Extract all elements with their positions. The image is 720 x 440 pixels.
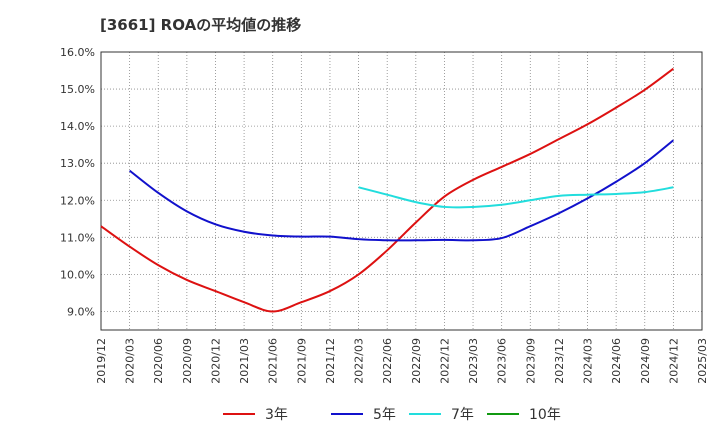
series-layer: [100, 67, 675, 313]
legend-label: 5年: [373, 407, 396, 423]
x-tick-label: 2022/06: [381, 338, 394, 384]
x-tick-label: 2020/03: [124, 338, 137, 384]
x-tick-label: 2021/12: [324, 338, 337, 384]
x-tick-label: 2024/03: [582, 338, 595, 384]
legend: 3年 5年 7年 10年: [223, 407, 561, 423]
y-tick-label: 13.0%: [60, 157, 95, 170]
legend-label: 10年: [529, 407, 561, 423]
legend-label: 3年: [265, 407, 288, 423]
x-tick-label: 2024/09: [639, 338, 652, 384]
x-tick-label: 2023/06: [496, 338, 509, 384]
x-tick-label: 2021/09: [295, 338, 308, 384]
legend-label: 7年: [451, 407, 474, 423]
x-tick-label: 2023/03: [467, 338, 480, 384]
x-tick-label: 2022/03: [353, 338, 366, 384]
y-tick-label: 12.0%: [60, 194, 95, 207]
y-tick-label: 10.0%: [60, 268, 95, 281]
x-tick-label: 2019/12: [95, 338, 108, 384]
x-tick-label: 2024/06: [610, 338, 623, 384]
series-line-5年: [129, 139, 675, 242]
y-tick-label: 14.0%: [60, 120, 95, 133]
x-tick-label: 2022/12: [438, 338, 451, 384]
y-axis-ticks: 9.0% 10.0% 11.0% 12.0% 13.0% 14.0% 15.0% 16.0%: [60, 46, 95, 318]
x-tick-label: 2020/12: [209, 338, 222, 384]
x-tick-label: 2020/09: [181, 338, 194, 384]
y-tick-label: 9.0%: [67, 305, 95, 318]
plot-area-border: [100, 51, 703, 331]
x-tick-label: 2023/12: [553, 338, 566, 384]
x-tick-label: 2021/06: [267, 338, 280, 384]
x-tick-label: 2024/12: [667, 338, 680, 384]
series-line-7年: [358, 186, 674, 209]
x-tick-label: 2025/03: [696, 338, 709, 384]
y-tick-label: 11.0%: [60, 231, 95, 244]
plot-frame: [100, 51, 703, 331]
x-axis-ticks: 2019/12 2020/03 2020/06 2020/09 2020/12 2021/…: [95, 338, 709, 384]
x-tick-label: 2020/06: [152, 338, 165, 384]
series-line-3年: [100, 67, 674, 313]
y-tick-label: 16.0%: [60, 46, 95, 59]
x-tick-label: 2023/09: [524, 338, 537, 384]
x-tick-label: 2022/09: [410, 338, 423, 384]
x-tick-label: 2021/03: [238, 338, 251, 384]
chart-title: [3661] ROAの平均値の推移: [100, 16, 301, 34]
grid-layer: [100, 51, 703, 330]
y-tick-label: 15.0%: [60, 83, 95, 96]
